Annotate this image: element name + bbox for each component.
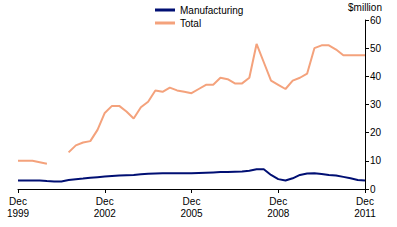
svg-text:Dec: Dec — [269, 196, 287, 207]
svg-text:2005: 2005 — [180, 208, 203, 219]
svg-text:Dec: Dec — [183, 196, 201, 207]
svg-text:1999: 1999 — [7, 208, 30, 219]
svg-text:2002: 2002 — [94, 208, 117, 219]
svg-text:$million: $million — [348, 2, 382, 13]
svg-text:Dec: Dec — [356, 196, 374, 207]
svg-text:2011: 2011 — [354, 208, 376, 219]
svg-text:30: 30 — [370, 99, 382, 110]
svg-text:Total: Total — [180, 18, 201, 29]
svg-text:60: 60 — [370, 15, 382, 26]
svg-text:Manufacturing: Manufacturing — [180, 5, 243, 16]
svg-text:0: 0 — [370, 184, 376, 195]
svg-text:10: 10 — [370, 155, 382, 166]
svg-text:40: 40 — [370, 71, 382, 82]
svg-text:Dec: Dec — [96, 196, 114, 207]
svg-text:50: 50 — [370, 43, 382, 54]
svg-text:20: 20 — [370, 127, 382, 138]
svg-text:Dec: Dec — [9, 196, 27, 207]
svg-text:2008: 2008 — [267, 208, 290, 219]
